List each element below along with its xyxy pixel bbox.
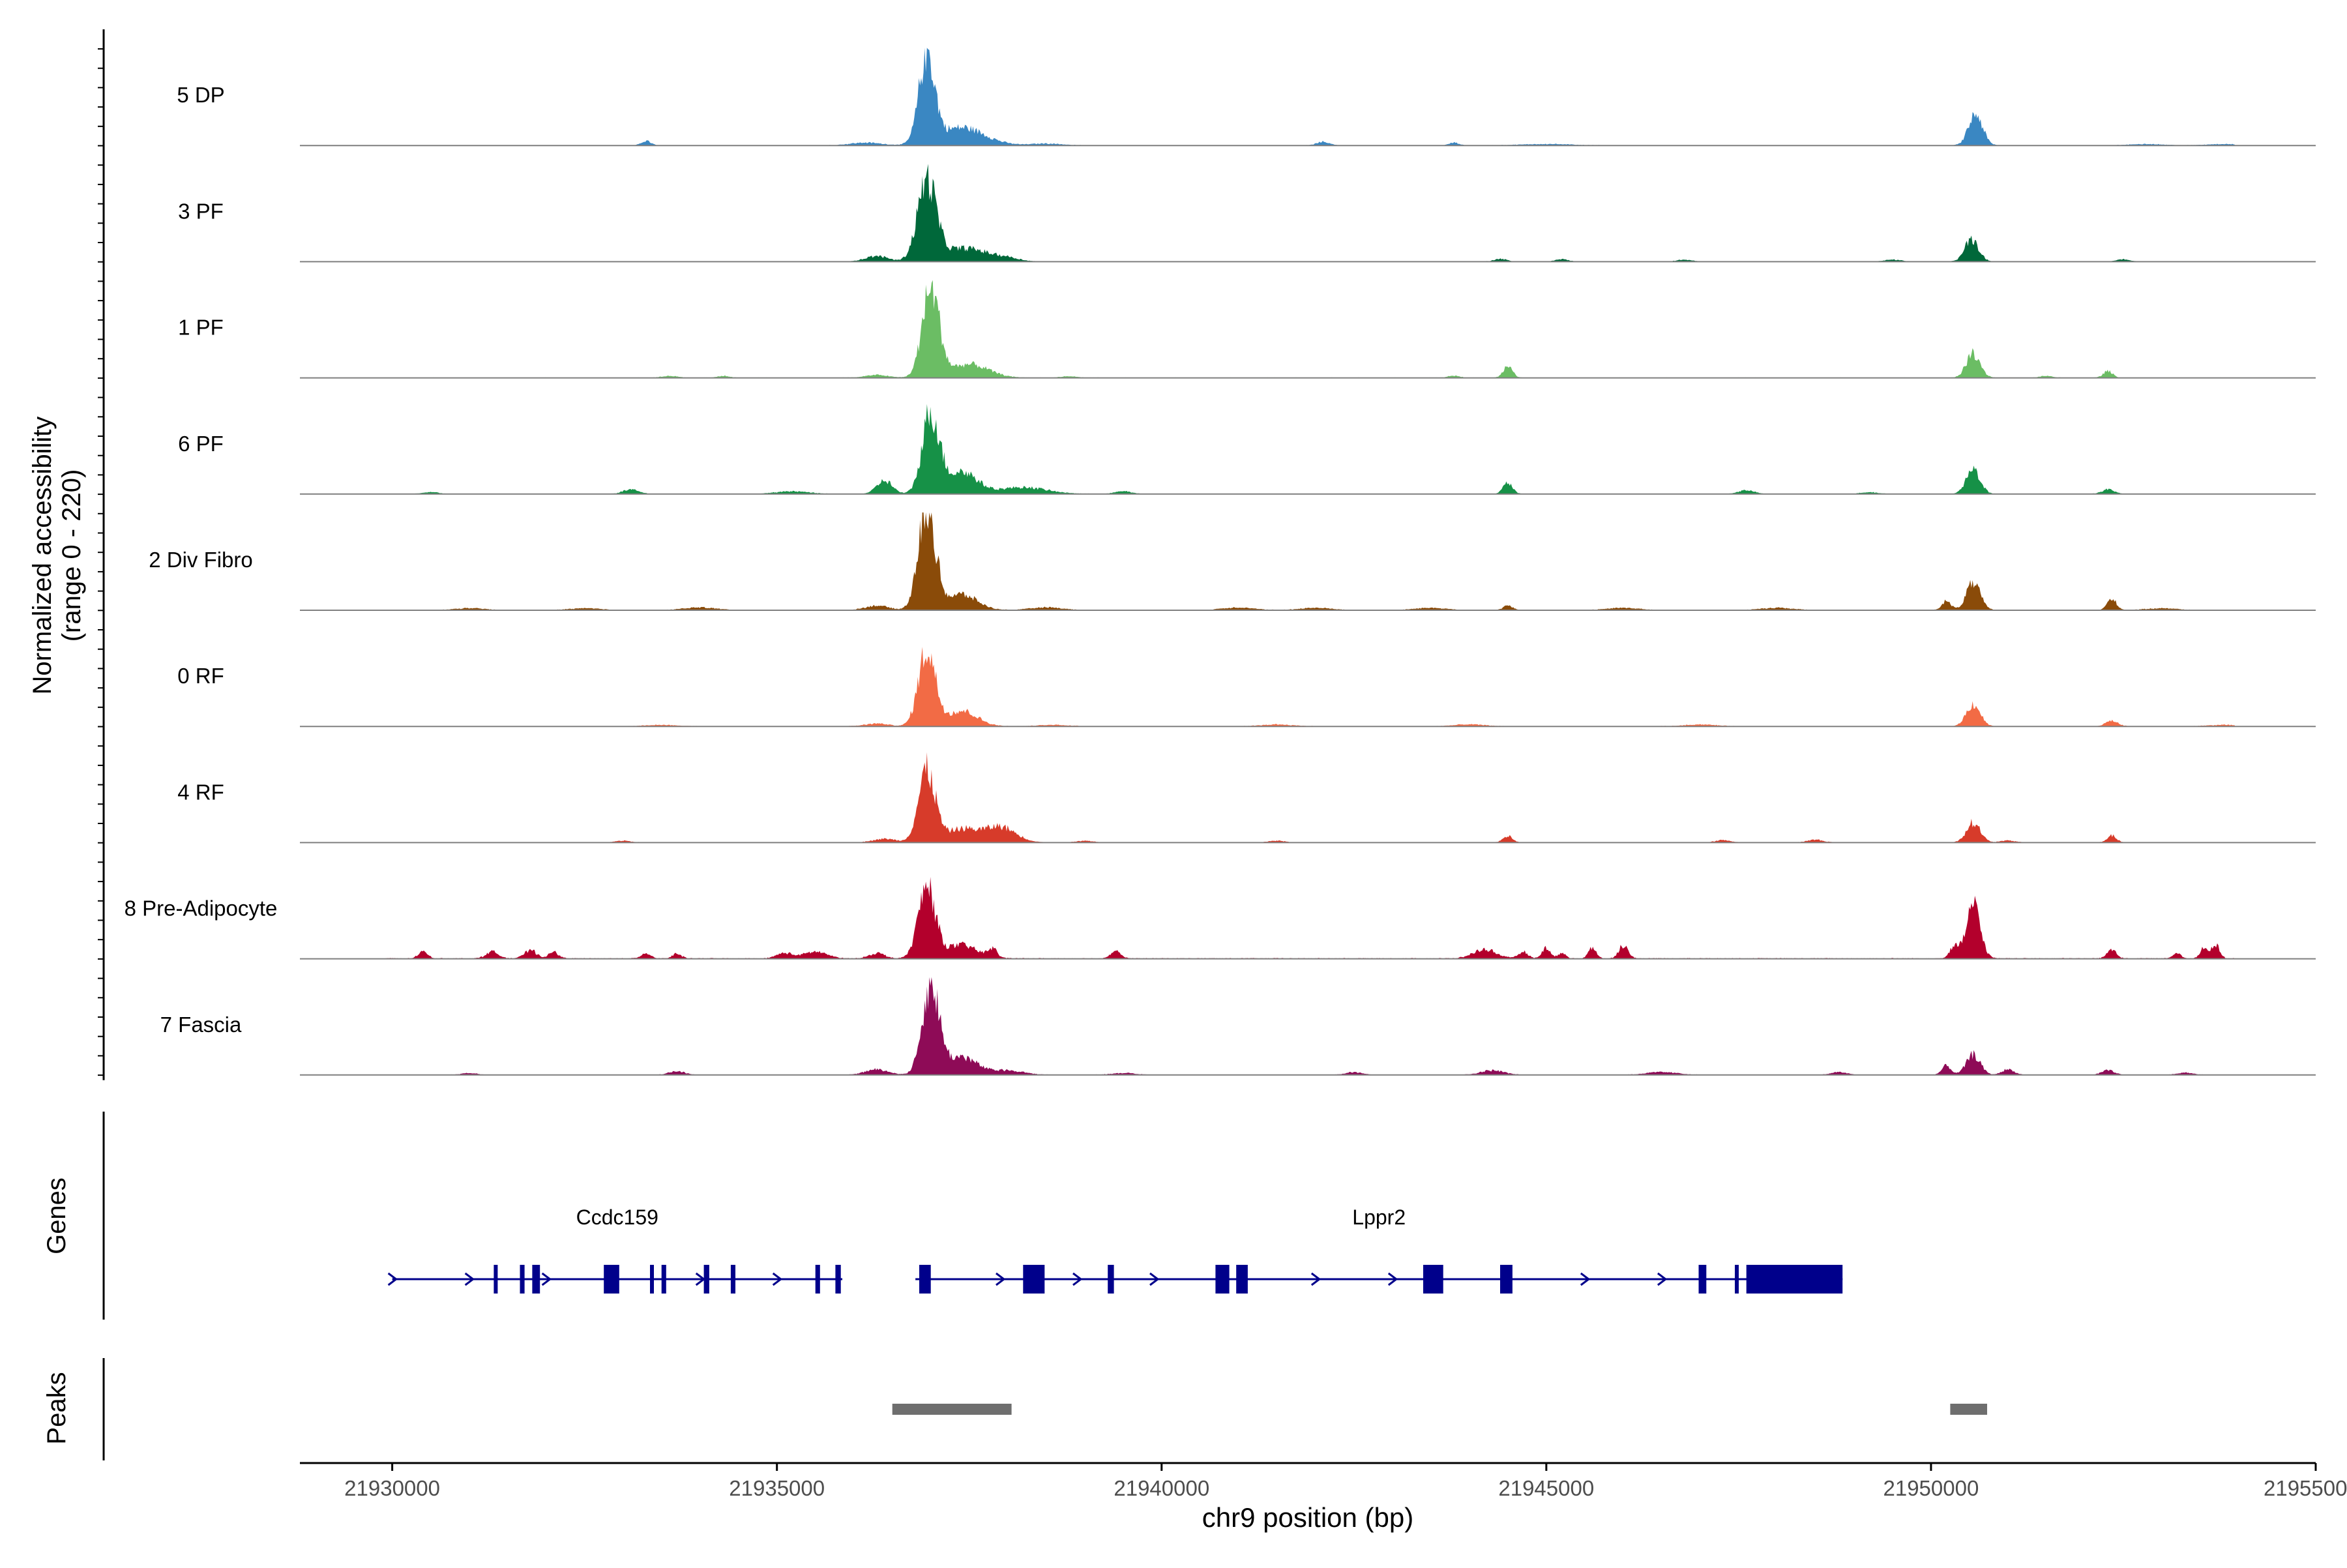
strand-arrow bbox=[1387, 1272, 1398, 1286]
track-8-pre-adipocyte: 8 Pre-Adipocyte bbox=[125, 877, 2316, 960]
gene-exon bbox=[661, 1265, 666, 1294]
gene-ccdc159: Ccdc159 bbox=[387, 1206, 843, 1294]
track-label: 4 RF bbox=[177, 780, 224, 804]
track-label: 2 Div Fibro bbox=[149, 548, 253, 572]
track-3-pf: 3 PF bbox=[178, 164, 2316, 263]
track-label: 0 RF bbox=[177, 664, 224, 688]
strand-arrow bbox=[1657, 1272, 1668, 1286]
genes-track-label: Genes bbox=[42, 1177, 71, 1254]
coverage-area bbox=[384, 877, 2236, 959]
gene-exon bbox=[1423, 1265, 1443, 1294]
track-label: 7 Fascia bbox=[160, 1013, 242, 1037]
strand-arrow bbox=[387, 1272, 398, 1286]
peaks-track-label: Peaks bbox=[42, 1372, 71, 1444]
track-7-fascia: 7 Fascia bbox=[160, 977, 2316, 1076]
peaks-track: Peaks bbox=[42, 1358, 1987, 1460]
coverage-area bbox=[384, 647, 2236, 727]
peak-region bbox=[1950, 1404, 1987, 1415]
gene-exon bbox=[730, 1265, 735, 1294]
track-5-dp: 5 DP bbox=[177, 48, 2316, 147]
y-axis-label: Normalized accessibility bbox=[28, 417, 57, 695]
x-axis: chr9 position (bp) 21930000 21935000 21940… bbox=[300, 1462, 2347, 1533]
gene-exon bbox=[919, 1265, 931, 1294]
gene-exon bbox=[1023, 1265, 1045, 1294]
y-axis: Normalized accessibility (range 0 - 220) bbox=[28, 29, 105, 1080]
track-4-rf: 4 RF bbox=[177, 752, 2316, 844]
gene-exon bbox=[650, 1265, 654, 1294]
coverage-tracks: 5 DP 3 PF 1 PF 6 PF 2 Div Fibro 0 RF 4 RF 8 Pre… bbox=[125, 48, 2316, 1076]
track-label: 3 PF bbox=[178, 199, 224, 223]
coverage-area bbox=[384, 404, 2236, 494]
gene-exon bbox=[835, 1265, 841, 1294]
coverage-area bbox=[384, 164, 2236, 262]
gene-exon bbox=[1108, 1265, 1114, 1294]
strand-arrow bbox=[541, 1272, 552, 1286]
x-tick-label: 21940000 bbox=[1114, 1476, 1209, 1500]
gene-name-label: Lppr2 bbox=[1352, 1206, 1406, 1229]
gene-exon bbox=[1215, 1265, 1230, 1294]
strand-arrow bbox=[1072, 1272, 1083, 1286]
x-tick-label: 21935000 bbox=[729, 1476, 825, 1500]
y-axis-range-label: (range 0 - 220) bbox=[57, 469, 86, 642]
track-0-rf: 0 RF bbox=[177, 647, 2316, 728]
track-label: 1 PF bbox=[178, 316, 224, 340]
x-tick-label: 21950000 bbox=[1883, 1476, 1979, 1500]
x-axis-label: chr9 position (bp) bbox=[1202, 1502, 1414, 1533]
gene-lppr2: Lppr2 bbox=[915, 1206, 1843, 1294]
gene-exon bbox=[494, 1265, 498, 1294]
gene-annotation-track: Genes Ccdc159 Lppr2 bbox=[42, 1112, 1843, 1320]
x-tick-label: 21945000 bbox=[1498, 1476, 1594, 1500]
strand-arrow bbox=[1580, 1272, 1591, 1286]
peak-region bbox=[892, 1404, 1012, 1415]
track-label: 5 DP bbox=[177, 83, 224, 107]
track-1-pf: 1 PF bbox=[178, 280, 2316, 379]
strand-arrow bbox=[772, 1272, 783, 1286]
track-2-div-fibro: 2 Div Fibro bbox=[149, 512, 2316, 611]
gene-name-label: Ccdc159 bbox=[576, 1206, 658, 1229]
coverage-area bbox=[384, 512, 2236, 610]
gene-exon bbox=[604, 1265, 619, 1294]
track-label: 8 Pre-Adipocyte bbox=[125, 896, 278, 921]
gene-exon bbox=[520, 1265, 525, 1294]
coverage-area bbox=[384, 752, 2236, 843]
strand-arrow bbox=[1149, 1272, 1160, 1286]
track-6-pf: 6 PF bbox=[178, 404, 2316, 495]
gene-exon bbox=[1236, 1265, 1248, 1294]
x-tick-label: 21930000 bbox=[344, 1476, 440, 1500]
strand-arrow bbox=[1310, 1272, 1321, 1286]
coverage-area bbox=[384, 977, 2236, 1075]
strand-arrow bbox=[996, 1272, 1006, 1286]
gene-exon bbox=[1735, 1265, 1739, 1294]
coverage-area bbox=[384, 280, 2236, 378]
gene-exon bbox=[1746, 1265, 1843, 1294]
track-label: 6 PF bbox=[178, 432, 224, 456]
gene-exon bbox=[1500, 1265, 1513, 1294]
gene-exon bbox=[815, 1265, 820, 1294]
x-tick-label: 21955000 bbox=[2264, 1476, 2347, 1500]
gene-exon bbox=[703, 1265, 709, 1294]
gene-exon bbox=[532, 1265, 540, 1294]
gene-exon bbox=[1698, 1265, 1707, 1294]
strand-arrow bbox=[464, 1272, 475, 1286]
coverage-area bbox=[384, 48, 2236, 146]
